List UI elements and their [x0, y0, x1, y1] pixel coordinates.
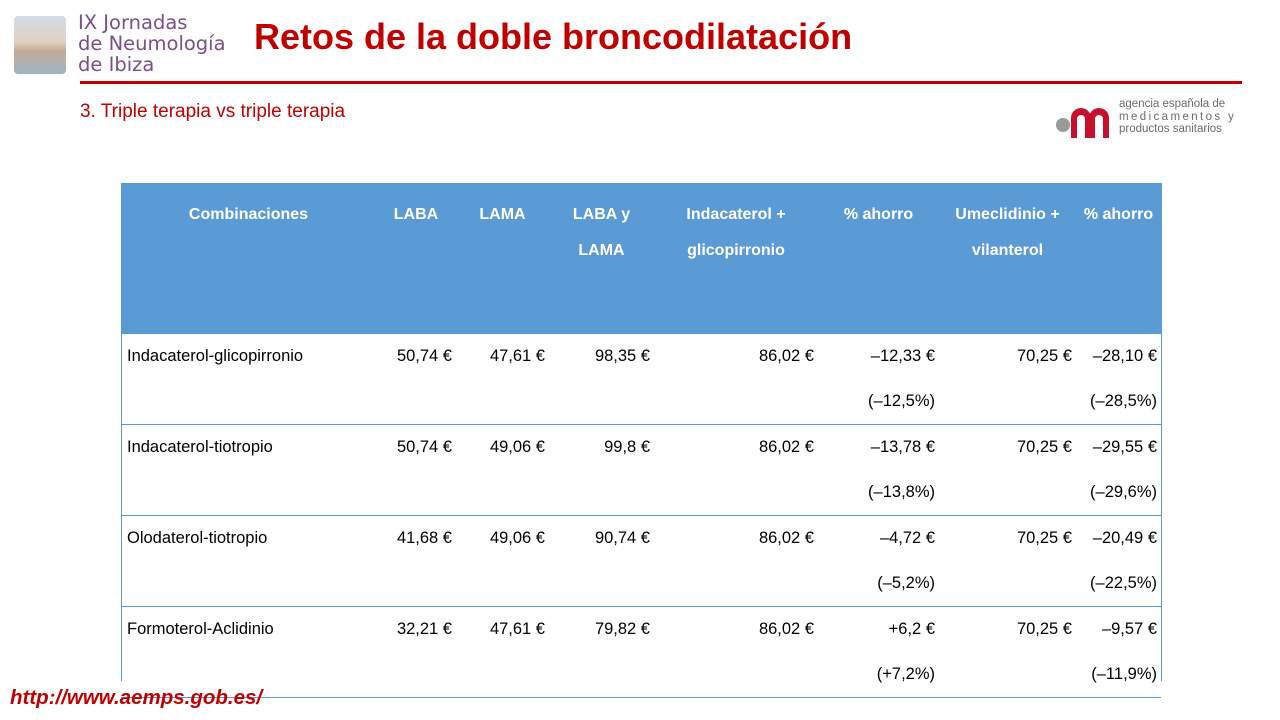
ahorro-1-amount: –4,72 €	[879, 529, 935, 547]
agency-logo: agencia española de medicamentos y produ…	[1055, 98, 1245, 142]
table-row: Olodaterol-tiotropio 41,68 € 49,06 € 90,…	[121, 515, 1161, 607]
agency-line-2: medicamentos y	[1119, 110, 1237, 123]
cell-indacaterol-glicopirronio: 86,02 €	[654, 515, 818, 607]
ahorro-1-amount: –13,78 €	[870, 438, 935, 456]
ahorro-1-percent: (+7,2%)	[876, 665, 935, 683]
header-laba: LABA	[376, 183, 456, 334]
conference-line-3: de Ibiza	[78, 53, 155, 76]
cell-lama: 49,06 €	[456, 515, 549, 607]
aemps-website-link[interactable]: http://www.aemps.gob.es/	[10, 686, 263, 709]
ahorro-1-amount: –12,33 €	[870, 347, 935, 365]
cell-ahorro-1: +6,2 € (+7,2%)	[818, 606, 939, 698]
cell-laba-lama: 90,74 €	[549, 515, 654, 607]
header-ahorro-2: % ahorro	[1076, 183, 1161, 334]
conference-line-2: de Neumología	[78, 32, 226, 55]
table-row: Formoterol-Aclidinio 32,21 € 47,61 € 79,…	[121, 606, 1161, 698]
conference-line-1: IX Jornadas	[78, 11, 188, 34]
cell-laba: 50,74 €	[376, 424, 456, 516]
title-divider	[80, 81, 1242, 84]
header-ahorro-1: % ahorro	[818, 183, 939, 334]
cell-ahorro-2: –28,10 € (–28,5%)	[1076, 334, 1161, 425]
ahorro-2-amount: –28,10 €	[1092, 347, 1157, 365]
cell-laba: 50,74 €	[396, 347, 452, 365]
cell-combination: Formoterol-Aclidinio	[121, 606, 376, 698]
ahorro-1-percent: (–13,8%)	[868, 483, 935, 501]
cell-laba-lama: 79,82 €	[549, 606, 654, 698]
table-row: Indacaterol-glicopirronio 50,74 € 47,61 …	[121, 334, 1161, 425]
agency-name: agencia española de medicamentos y produ…	[1119, 98, 1236, 136]
aemps-logo-icon	[1056, 108, 1109, 138]
cell-indacaterol-glicopirronio: 86,02 €	[654, 424, 818, 516]
cell-umeclidinio-vilanterol: 70,25 €	[939, 424, 1076, 516]
ahorro-1-amount: +6,2 €	[888, 620, 935, 638]
conference-name: IX Jornadas de Neumología de Ibiza	[78, 12, 226, 75]
slide-subtitle: 3. Triple terapia vs triple terapia	[80, 101, 346, 122]
cell-ahorro-2: –20,49 € (–22,5%)	[1076, 515, 1161, 607]
cell-combination: Indacaterol-glicopirronio	[127, 347, 304, 365]
slide-title: Retos de la doble broncodilatación	[254, 16, 853, 57]
ahorro-2-percent: (–22,5%)	[1090, 574, 1157, 592]
cell-laba: 41,68 €	[376, 515, 456, 607]
header-laba-lama: LABA y LAMA	[549, 183, 654, 334]
cell-combination: Indacaterol-tiotropio	[121, 424, 376, 516]
ahorro-1-percent: (–5,2%)	[877, 574, 935, 592]
cell-ahorro-2: –9,57 € (–11,9%)	[1076, 606, 1161, 698]
cell-laba-lama: 98,35 €	[594, 347, 650, 365]
cell-umeclidinio-vilanterol: 70,25 €	[939, 515, 1076, 607]
ahorro-2-amount: –9,57 €	[1101, 620, 1157, 638]
header-combinaciones: Combinaciones	[121, 183, 376, 334]
price-comparison-table: Combinaciones LABA LAMA LABA y LAMA Inda…	[121, 183, 1161, 698]
cell-ahorro-1: –13,78 € (–13,8%)	[818, 424, 939, 516]
cell-indacaterol-glicopirronio: 86,02 €	[654, 606, 818, 698]
table-row: Indacaterol-tiotropio 50,74 € 49,06 € 99…	[121, 424, 1161, 516]
cell-ahorro-1: –4,72 € (–5,2%)	[818, 515, 939, 607]
cell-umeclidinio-vilanterol: 70,25 €	[939, 606, 1076, 698]
cell-indacaterol-glicopirronio: 86,02 €	[758, 347, 814, 365]
cell-umeclidinio-vilanterol: 70,25 €	[1016, 347, 1072, 365]
header-lama: LAMA	[456, 183, 549, 334]
cell-combination: Olodaterol-tiotropio	[121, 515, 376, 607]
agency-line-1: agencia española de	[1119, 98, 1226, 110]
cell-lama: 47,61 €	[456, 606, 549, 698]
table-header-row: Combinaciones LABA LAMA LABA y LAMA Inda…	[121, 183, 1161, 334]
header-umeclidinio-vilanterol: Umeclidinio + vilanterol	[939, 183, 1076, 334]
ibiza-photo-icon	[14, 16, 66, 74]
cell-laba-lama: 99,8 €	[549, 424, 654, 516]
ahorro-2-percent: (–28,5%)	[1090, 392, 1157, 410]
ahorro-2-amount: –29,55 €	[1092, 438, 1157, 456]
cell-laba: 32,21 €	[376, 606, 456, 698]
ahorro-2-percent: (–29,6%)	[1090, 483, 1157, 501]
ahorro-1-percent: (–12,5%)	[868, 392, 935, 410]
ahorro-2-percent: (–11,9%)	[1091, 665, 1157, 683]
ahorro-2-amount: –20,49 €	[1092, 529, 1157, 547]
cell-lama: 49,06 €	[456, 424, 549, 516]
cell-lama: 47,61 €	[489, 347, 545, 365]
header-indacaterol-glicopirronio: Indacaterol + glicopirronio	[654, 183, 818, 334]
cell-ahorro-1: –12,33 € (–12,5%)	[818, 334, 939, 425]
agency-line-3: productos sanitarios	[1119, 123, 1222, 135]
conference-logo: IX Jornadas de Neumología de Ibiza	[14, 12, 244, 78]
cell-ahorro-2: –29,55 € (–29,6%)	[1076, 424, 1161, 516]
